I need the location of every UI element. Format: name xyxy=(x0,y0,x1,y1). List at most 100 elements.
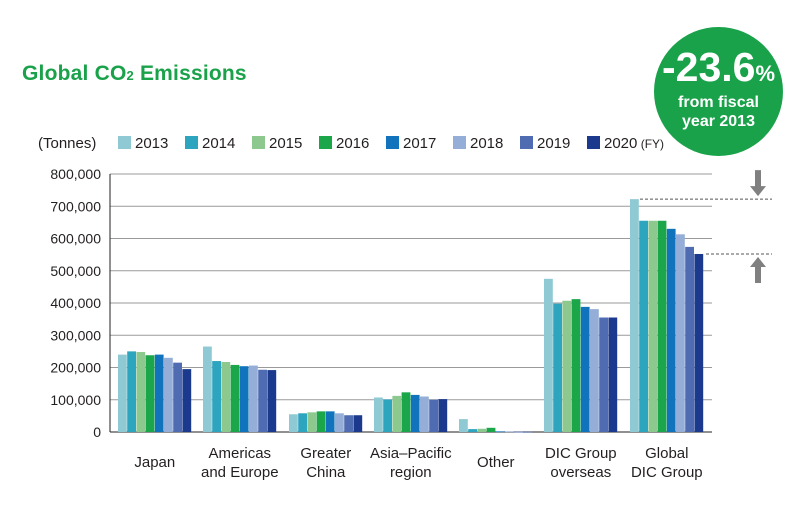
bar xyxy=(666,228,676,432)
bar xyxy=(136,352,146,432)
y-tick-label: 800,000 xyxy=(50,166,101,182)
legend-label: 2013 xyxy=(135,135,169,152)
bar xyxy=(599,317,608,432)
bar xyxy=(608,317,618,432)
x-category-label: Japan xyxy=(134,454,175,471)
bar xyxy=(203,346,212,432)
bar xyxy=(344,415,353,432)
bar xyxy=(630,199,639,432)
reduction-percent-sign: % xyxy=(755,61,775,86)
bar xyxy=(477,428,487,432)
legend-swatch xyxy=(520,136,533,149)
x-category-label: Other xyxy=(477,454,515,471)
down-arrow-icon xyxy=(750,170,766,197)
bar xyxy=(230,364,240,432)
bar xyxy=(571,299,581,432)
y-tick-label: 300,000 xyxy=(50,327,101,343)
bar xyxy=(154,354,164,432)
x-category-label: Asia–Pacific xyxy=(370,445,452,462)
legend-item: 2018 xyxy=(453,135,503,153)
legend-swatch xyxy=(185,136,198,149)
x-category-label: DIC Group xyxy=(545,445,617,462)
legend-swatch xyxy=(319,136,332,149)
legend-swatch xyxy=(453,136,466,149)
bar xyxy=(173,362,182,432)
y-axis-unit-label: (Tonnes) xyxy=(38,135,97,152)
bar xyxy=(118,354,127,432)
bar xyxy=(267,370,277,432)
legend-label: 2019 xyxy=(537,135,571,152)
legend-swatch xyxy=(587,136,600,149)
x-category-label: region xyxy=(390,464,432,481)
bar xyxy=(514,431,523,433)
bar xyxy=(438,399,448,432)
x-category-label: Americas xyxy=(209,445,272,462)
bar xyxy=(580,306,590,432)
legend-swatch xyxy=(118,136,131,149)
legend-item: 2016 xyxy=(319,135,369,153)
legend-fy-suffix: (FY) xyxy=(637,137,665,151)
chart-title-subscript: 2 xyxy=(126,68,134,83)
y-tick-label: 400,000 xyxy=(50,295,101,311)
legend-swatch xyxy=(386,136,399,149)
legend-label: 2016 xyxy=(336,135,370,152)
legend-item: 2019 xyxy=(520,135,570,153)
bar xyxy=(353,415,363,432)
reduction-value: -23.6% xyxy=(654,47,783,88)
y-tick-label: 100,000 xyxy=(50,392,101,408)
chart-title-main: Global CO xyxy=(22,62,127,85)
bar xyxy=(258,369,267,432)
bar xyxy=(383,399,392,432)
bar xyxy=(410,394,420,432)
legend-item: 2015 xyxy=(252,135,302,153)
x-category-label: Greater xyxy=(300,445,351,462)
legend-label: 2015 xyxy=(269,135,303,152)
bar xyxy=(685,246,694,432)
bar xyxy=(182,369,192,432)
bar xyxy=(401,392,411,432)
bar xyxy=(495,431,505,433)
bar xyxy=(676,234,685,432)
bar xyxy=(249,365,258,432)
bar xyxy=(639,220,648,432)
chart-title-rest: Emissions xyxy=(133,62,247,85)
bar xyxy=(486,427,496,432)
y-tick-label: 500,000 xyxy=(50,263,101,279)
bar xyxy=(392,395,402,432)
bar xyxy=(694,253,704,432)
reduction-caption-line1: from fiscal xyxy=(678,94,759,111)
legend-swatch xyxy=(252,136,265,149)
bar xyxy=(459,419,468,432)
bar xyxy=(316,411,326,432)
x-category-label: and Europe xyxy=(201,464,279,481)
bar xyxy=(648,220,658,432)
legend-item: 2017 xyxy=(386,135,436,153)
bar xyxy=(145,355,155,432)
x-category-label: overseas xyxy=(550,464,611,481)
bar xyxy=(307,412,317,432)
y-tick-label: 0 xyxy=(93,424,101,440)
y-tick-label: 700,000 xyxy=(50,198,101,214)
up-arrow-icon xyxy=(750,256,766,283)
bar xyxy=(544,278,553,432)
bar xyxy=(505,431,514,433)
bar xyxy=(212,361,221,432)
legend-label: 2017 xyxy=(403,135,437,152)
bar xyxy=(553,303,562,432)
bar xyxy=(523,431,533,433)
legend-item: 2020 (FY) xyxy=(587,135,664,153)
bar xyxy=(335,413,344,432)
bar xyxy=(239,366,249,432)
y-tick-label: 600,000 xyxy=(50,231,101,247)
bar xyxy=(468,429,477,432)
bar xyxy=(374,397,383,432)
bar xyxy=(127,351,136,432)
x-category-label: China xyxy=(306,464,346,481)
bar xyxy=(562,300,572,432)
x-category-label: DIC Group xyxy=(631,464,703,481)
bar xyxy=(657,220,667,432)
reduction-caption-line2: year 2013 xyxy=(682,113,755,130)
legend-item: 2013 xyxy=(118,135,168,153)
bar xyxy=(298,413,307,432)
